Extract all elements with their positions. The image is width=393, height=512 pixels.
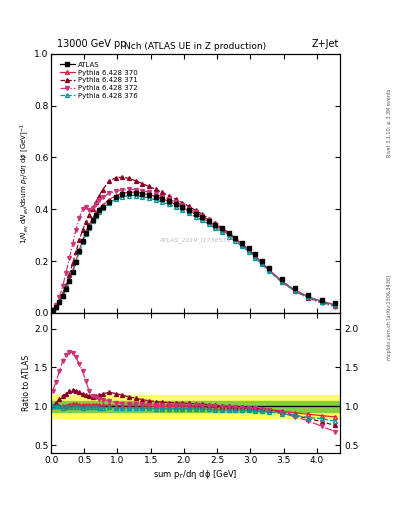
Text: mcplots.cern.ch [arXiv:1306.3436]: mcplots.cern.ch [arXiv:1306.3436] — [387, 275, 392, 360]
Text: 13000 GeV pp: 13000 GeV pp — [57, 38, 127, 49]
Legend: ATLAS, Pythia 6.428 370, Pythia 6.428 371, Pythia 6.428 372, Pythia 6.428 376: ATLAS, Pythia 6.428 370, Pythia 6.428 37… — [57, 60, 140, 101]
X-axis label: sum p$_T$/dη dϕ [GeV]: sum p$_T$/dη dϕ [GeV] — [153, 467, 238, 481]
Text: Rivet 3.1.10; ≥ 3.3M events: Rivet 3.1.10; ≥ 3.3M events — [387, 89, 392, 157]
Text: ATLAS_2019_I1736531: ATLAS_2019_I1736531 — [160, 238, 231, 243]
Y-axis label: Ratio to ATLAS: Ratio to ATLAS — [22, 355, 31, 411]
Text: Nch (ATLAS UE in Z production): Nch (ATLAS UE in Z production) — [125, 42, 266, 51]
Y-axis label: $1/N_{ev}$ d$N_{ev}$/dsum $p_T$/d$\eta$ d$\phi$ [GeV]$^{-1}$: $1/N_{ev}$ d$N_{ev}$/dsum $p_T$/d$\eta$ … — [18, 123, 31, 244]
Text: Z+Jet: Z+Jet — [311, 38, 339, 49]
